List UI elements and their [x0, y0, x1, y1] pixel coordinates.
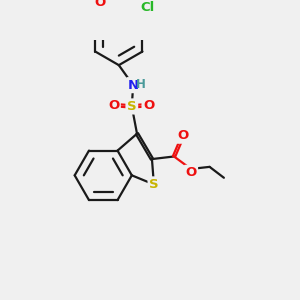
Text: O: O: [185, 166, 197, 179]
Text: N: N: [128, 79, 139, 92]
Text: H: H: [136, 78, 146, 91]
Text: S: S: [127, 100, 136, 113]
Text: S: S: [149, 178, 159, 191]
Text: O: O: [178, 129, 189, 142]
Text: O: O: [143, 99, 154, 112]
Text: O: O: [94, 0, 105, 9]
Text: Cl: Cl: [140, 1, 154, 14]
Text: O: O: [108, 99, 119, 112]
